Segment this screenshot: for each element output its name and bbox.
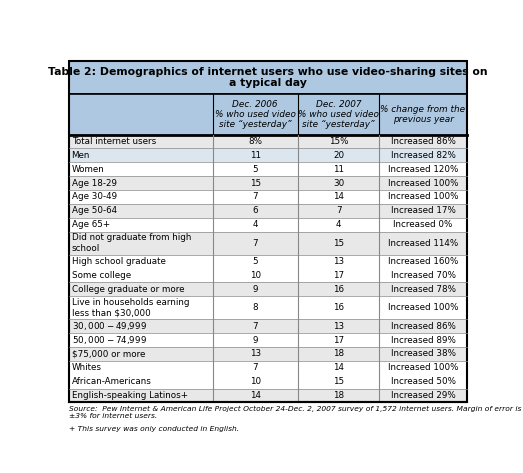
Text: 4: 4: [253, 220, 258, 229]
Text: 5: 5: [253, 165, 258, 174]
Text: Men: Men: [72, 151, 90, 160]
Text: Increased 100%: Increased 100%: [388, 363, 458, 372]
Text: Whites: Whites: [72, 363, 101, 372]
Text: 11: 11: [250, 151, 261, 160]
Text: 16: 16: [333, 285, 344, 294]
Text: Live in households earning
less than $30,000: Live in households earning less than $30…: [72, 298, 189, 317]
Bar: [69, 204, 467, 218]
Text: 11: 11: [333, 165, 344, 174]
Text: Age 65+: Age 65+: [72, 220, 110, 229]
Text: $75,000 or more: $75,000 or more: [72, 350, 145, 359]
Text: 17: 17: [333, 336, 344, 345]
Bar: [69, 162, 467, 176]
Text: Increased 89%: Increased 89%: [391, 336, 456, 345]
Text: Increased 70%: Increased 70%: [391, 271, 456, 280]
Bar: [69, 190, 467, 204]
Text: 15: 15: [333, 377, 344, 386]
Bar: [69, 282, 467, 296]
Text: 6: 6: [253, 206, 258, 215]
Text: $50,000-$74,999: $50,000-$74,999: [72, 334, 146, 346]
Text: Table 2: Demographics of internet users who use video-sharing sites on
a typical: Table 2: Demographics of internet users …: [48, 67, 488, 88]
Text: 7: 7: [253, 193, 258, 201]
Text: Did not graduate from high
school: Did not graduate from high school: [72, 233, 191, 253]
Text: 18: 18: [333, 391, 344, 400]
Text: Increased 78%: Increased 78%: [391, 285, 456, 294]
Text: Increased 120%: Increased 120%: [388, 165, 458, 174]
Text: Increased 100%: Increased 100%: [388, 303, 458, 312]
Text: 14: 14: [250, 391, 261, 400]
Bar: [69, 218, 467, 232]
Text: Dec. 2006
% who used video
site “yesterday”: Dec. 2006 % who used video site “yesterd…: [215, 100, 295, 130]
Text: High school graduate: High school graduate: [72, 257, 165, 266]
Text: 16: 16: [333, 303, 344, 312]
Text: 10: 10: [249, 377, 261, 386]
Text: 14: 14: [333, 193, 344, 201]
Bar: [69, 232, 467, 254]
Bar: [69, 361, 467, 375]
Text: 9: 9: [253, 285, 258, 294]
Text: 15: 15: [333, 238, 344, 247]
Text: Age 18-29: Age 18-29: [72, 178, 117, 187]
Bar: [69, 333, 467, 347]
Bar: [69, 319, 467, 333]
Text: 20: 20: [333, 151, 344, 160]
Text: 5: 5: [253, 257, 258, 266]
Text: 8: 8: [253, 303, 258, 312]
Text: 7: 7: [253, 363, 258, 372]
Bar: [69, 389, 467, 403]
Text: English-speaking Latinos+: English-speaking Latinos+: [72, 391, 188, 400]
Bar: [69, 296, 467, 319]
Bar: [69, 149, 467, 162]
Text: Total internet users: Total internet users: [72, 137, 156, 146]
Text: 15: 15: [249, 178, 261, 187]
Bar: [69, 134, 467, 149]
Text: 8%: 8%: [248, 137, 262, 146]
Text: Increased 0%: Increased 0%: [393, 220, 453, 229]
Bar: [69, 269, 467, 282]
Text: Increased 86%: Increased 86%: [391, 137, 456, 146]
Text: 13: 13: [333, 257, 344, 266]
Text: 7: 7: [336, 206, 342, 215]
Text: 7: 7: [253, 238, 258, 247]
Text: Increased 160%: Increased 160%: [388, 257, 458, 266]
Text: 14: 14: [333, 363, 344, 372]
Text: Some college: Some college: [72, 271, 131, 280]
Text: 7: 7: [253, 322, 258, 331]
Text: 18: 18: [333, 350, 344, 359]
Text: Increased 114%: Increased 114%: [388, 238, 458, 247]
Text: Age 30-49: Age 30-49: [72, 193, 117, 201]
Bar: [69, 176, 467, 190]
Text: Increased 29%: Increased 29%: [391, 391, 456, 400]
Text: 13: 13: [333, 322, 344, 331]
Text: 30: 30: [333, 178, 344, 187]
Text: % change from the
previous year: % change from the previous year: [380, 105, 465, 124]
Text: 4: 4: [336, 220, 342, 229]
Text: Increased 100%: Increased 100%: [388, 193, 458, 201]
Text: African-Americans: African-Americans: [72, 377, 152, 386]
Bar: [69, 61, 467, 95]
Text: + This survey was only conducted in English.: + This survey was only conducted in Engl…: [69, 426, 240, 432]
Text: 15%: 15%: [329, 137, 348, 146]
Text: Increased 17%: Increased 17%: [391, 206, 456, 215]
Text: Source:  Pew Internet & American Life Project October 24-Dec. 2, 2007 survey of : Source: Pew Internet & American Life Pro…: [69, 406, 521, 420]
Bar: [69, 347, 467, 361]
Text: College graduate or more: College graduate or more: [72, 285, 184, 294]
Text: 10: 10: [249, 271, 261, 280]
Text: 17: 17: [333, 271, 344, 280]
Text: Dec. 2007
% who used video
site “yesterday”: Dec. 2007 % who used video site “yesterd…: [298, 100, 379, 130]
Text: 9: 9: [253, 336, 258, 345]
Text: Increased 82%: Increased 82%: [391, 151, 456, 160]
Text: Increased 100%: Increased 100%: [388, 178, 458, 187]
Text: Increased 86%: Increased 86%: [391, 322, 456, 331]
Text: 13: 13: [249, 350, 261, 359]
Text: $30,000-$49,999: $30,000-$49,999: [72, 320, 146, 332]
Bar: [69, 254, 467, 269]
Text: Increased 38%: Increased 38%: [391, 350, 456, 359]
Bar: [69, 375, 467, 389]
Text: Increased 50%: Increased 50%: [391, 377, 456, 386]
Bar: [69, 95, 467, 134]
Text: Women: Women: [72, 165, 104, 174]
Text: Age 50-64: Age 50-64: [72, 206, 117, 215]
